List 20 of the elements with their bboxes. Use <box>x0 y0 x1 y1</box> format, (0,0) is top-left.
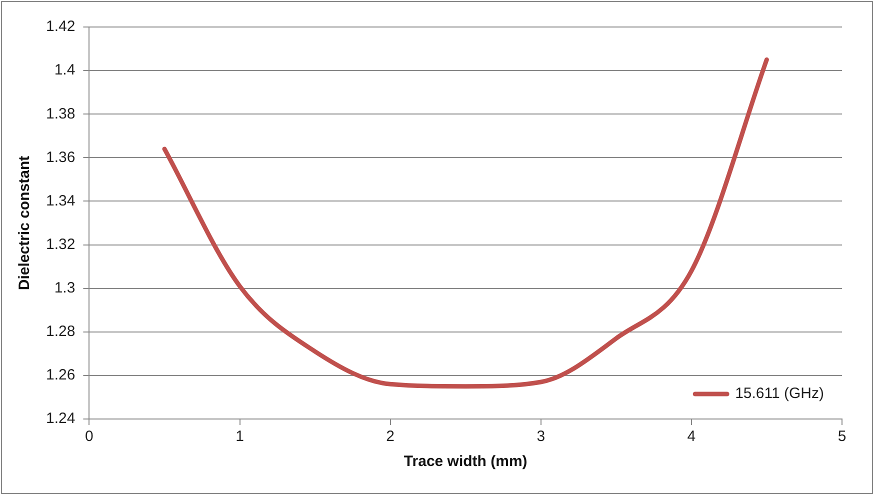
x-axis-title: Trace width (mm) <box>404 453 528 470</box>
x-tick-label: 3 <box>536 428 546 446</box>
x-tick-label: 0 <box>85 428 94 446</box>
x-tick-label: 1 <box>236 428 244 446</box>
y-tick-label: 1.24 <box>46 410 76 428</box>
y-tick-label: 1.38 <box>46 105 76 122</box>
y-tick-label: 1.26 <box>46 366 76 384</box>
y-tick-label: 1.42 <box>46 18 76 36</box>
x-tick-label: 5 <box>838 428 846 446</box>
y-tick-label: 1.4 <box>54 62 76 79</box>
y-tick-label: 1.34 <box>46 192 76 210</box>
y-tick-label: 1.28 <box>46 323 76 340</box>
y-axis-title: Dielectric constant <box>16 156 34 290</box>
y-tick-label: 1.32 <box>46 236 76 253</box>
x-tick-label: 4 <box>687 428 696 446</box>
x-tick-label: 2 <box>386 428 394 446</box>
y-tick-label: 1.3 <box>54 279 76 296</box>
legend-label: 15.611 (GHz) <box>735 385 824 402</box>
line-series <box>162 57 769 389</box>
y-tick-label: 1.36 <box>46 148 76 166</box>
